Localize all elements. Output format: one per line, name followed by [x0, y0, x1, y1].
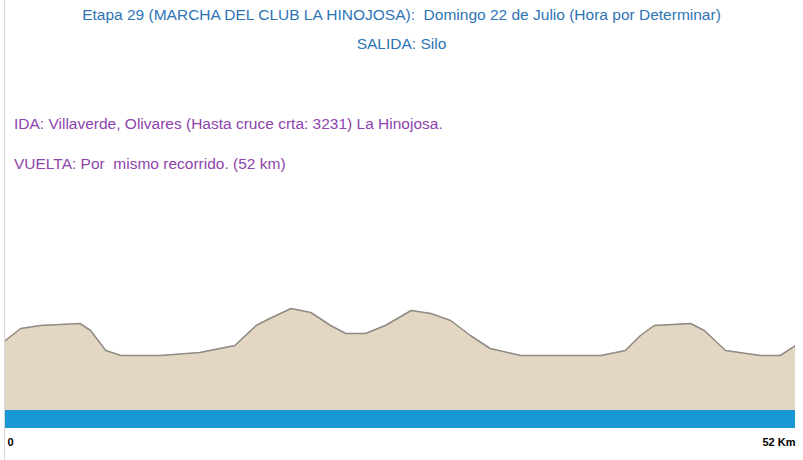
html-text:VUELTA: Por mismo recorrido. (: VUELTA: Por mismo recorrido. (52 km)	[14, 155, 286, 172]
svg-text:52 Km: 52 Km	[762, 436, 795, 448]
html-text:Etapa 29 (MARCHA DEL CLUB LA H: Etapa 29 (MARCHA DEL CLUB LA HINOJOSA): …	[82, 6, 721, 23]
html-text:SALIDA: Silo: SALIDA: Silo	[356, 35, 447, 52]
svg-text:0: 0	[8, 436, 14, 448]
html-text:IDA: Villaverde, Olivares (Has: IDA: Villaverde, Olivares (Hasta cruce c…	[14, 115, 443, 132]
